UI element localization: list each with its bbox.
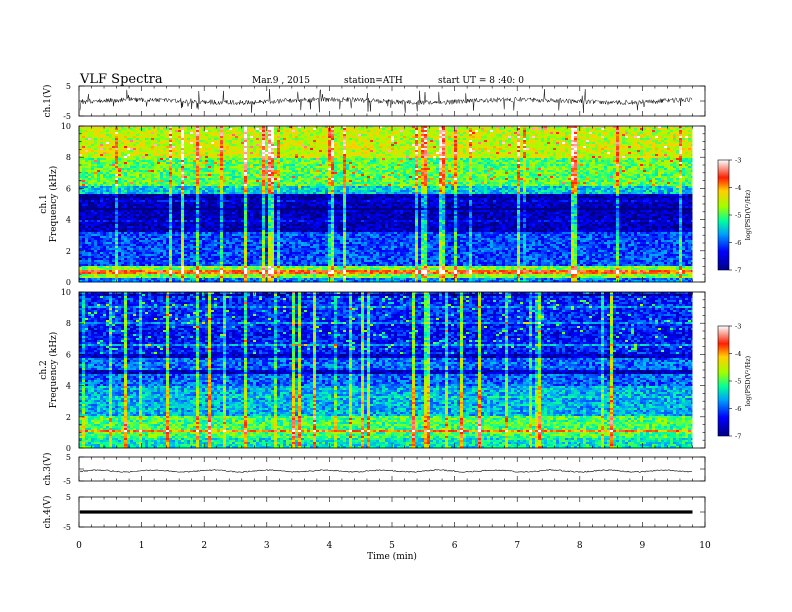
ch2-spectrogram-ylabel: ch.2 xyxy=(39,360,49,379)
ch2-spectrogram-ylabel: Frequency (kHz) xyxy=(48,332,59,409)
colorbar-tick-label: -5 xyxy=(735,378,741,386)
ch2-spectrogram-colorbar xyxy=(717,325,730,437)
x-tick-label: 4 xyxy=(327,541,333,551)
y-tick-label: 5 xyxy=(66,453,71,462)
x-tick-label: 10 xyxy=(699,541,711,551)
y-tick-label: 10 xyxy=(61,288,71,297)
ch1-spectrogram-ylabel: Frequency (kHz) xyxy=(48,166,59,243)
ch1-spectrogram-image xyxy=(79,126,693,283)
date-label: Mar.9 , 2015 xyxy=(252,76,310,86)
x-axis-label: Time (min) xyxy=(367,551,417,562)
start-ut-label: start UT = 8 :40: 0 xyxy=(438,76,524,86)
station-label: station=ATH xyxy=(344,76,403,86)
y-tick-label: 2 xyxy=(66,247,71,256)
colorbar-tick-label: -4 xyxy=(735,350,741,358)
ch1-spectrogram-ylabel: ch.1 xyxy=(39,194,49,213)
x-tick-label: 5 xyxy=(389,541,395,551)
ch4-waveform-trace xyxy=(80,510,693,514)
colorbar-tick-label: -3 xyxy=(735,157,741,165)
ch3-waveform-ylabel: ch.3(V) xyxy=(42,453,53,486)
y-tick-label: 2 xyxy=(66,413,71,422)
x-tick-label: 0 xyxy=(76,541,82,551)
x-tick-label: 9 xyxy=(640,541,646,551)
colorbar-tick-label: -3 xyxy=(735,323,741,331)
y-tick-label: 5 xyxy=(66,493,71,502)
ch2-spectrogram-image xyxy=(79,292,693,449)
y-tick-label: 6 xyxy=(66,184,71,193)
y-tick-label: 8 xyxy=(66,319,71,328)
y-tick-label: 4 xyxy=(66,216,71,225)
x-tick-label: 6 xyxy=(452,541,458,551)
colorbar-tick-label: -7 xyxy=(735,433,741,441)
colorbar-label: log(PSD(V²/Hz) xyxy=(744,189,752,240)
colorbar-tick-label: -4 xyxy=(735,184,741,192)
y-tick-label: 10 xyxy=(61,122,71,131)
y-tick-label: 6 xyxy=(66,350,71,359)
colorbar-tick-label: -6 xyxy=(735,239,741,247)
colorbar-tick-label: -5 xyxy=(735,212,741,220)
y-tick-label: 0 xyxy=(66,278,71,287)
ch1-spectrogram-colorbar xyxy=(717,159,730,271)
y-tick-label: -5 xyxy=(63,112,71,121)
ch1-waveform-trace xyxy=(79,88,693,113)
y-tick-label: 5 xyxy=(66,82,71,91)
chart-title: VLF Spectra xyxy=(80,72,163,87)
y-tick-label: -5 xyxy=(63,477,71,486)
colorbar-tick-label: -7 xyxy=(735,267,741,275)
y-tick-label: 0 xyxy=(66,444,71,453)
x-tick-label: 1 xyxy=(139,541,145,551)
ch4-waveform-ylabel: ch.4(V) xyxy=(42,496,53,529)
x-tick-label: 8 xyxy=(577,541,583,551)
colorbar-tick-label: -6 xyxy=(735,405,741,413)
x-tick-label: 3 xyxy=(264,541,270,551)
y-tick-label: 4 xyxy=(66,382,71,391)
y-tick-label: -5 xyxy=(63,523,71,532)
x-tick-label: 7 xyxy=(514,541,520,551)
colorbar-label: log(PSD(V²/Hz) xyxy=(744,355,752,406)
ch1-waveform-ylabel: ch.1(V) xyxy=(42,85,53,118)
ch3-waveform-trace xyxy=(79,469,693,473)
y-tick-label: 8 xyxy=(66,153,71,162)
x-tick-label: 2 xyxy=(201,541,207,551)
